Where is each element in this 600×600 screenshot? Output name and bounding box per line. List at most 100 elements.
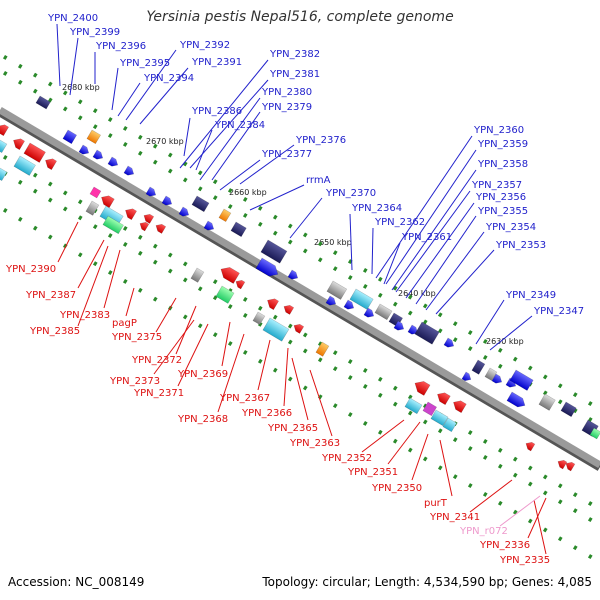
tick-mark: [17, 63, 23, 69]
tick-mark: [287, 239, 293, 245]
tick-mark: [467, 330, 473, 336]
tick-mark: [542, 474, 548, 480]
gene-feature: [293, 323, 305, 334]
tick-mark: [122, 241, 128, 247]
gene-label-ypn-2336: YPN_2336: [479, 540, 530, 551]
leader-line: [375, 135, 473, 279]
tick-mark: [182, 161, 188, 167]
gene-label-ypn-2354: YPN_2354: [485, 222, 536, 233]
tick-mark: [107, 233, 113, 239]
tick-mark: [452, 474, 458, 480]
leader-line: [405, 202, 475, 299]
tick-mark: [242, 312, 248, 318]
tick-mark: [392, 301, 398, 307]
tick-mark: [512, 472, 518, 478]
leader-line: [395, 190, 471, 293]
gene-feature: [155, 223, 167, 234]
gene-block: [262, 317, 290, 342]
gene-block: [484, 367, 498, 382]
tick-mark: [512, 456, 518, 462]
gene-label-ypn-2400: YPN_2400: [47, 13, 98, 24]
tick-mark: [137, 287, 143, 293]
gene-label-ypn-2356: YPN_2356: [475, 192, 526, 203]
gene-arrow: [203, 220, 215, 231]
tick-mark: [557, 383, 563, 389]
gene-arrow: [161, 195, 173, 206]
gene-arrow: [437, 392, 451, 406]
gene-block: [374, 303, 393, 321]
tick-mark: [257, 305, 263, 311]
tick-mark: [302, 232, 308, 238]
backbone-group: [0, 106, 600, 471]
tick-mark: [497, 500, 503, 506]
gene-feature: [123, 165, 135, 176]
tick-mark: [2, 207, 8, 213]
tick-mark: [437, 465, 443, 471]
gene-arrow: [343, 299, 355, 310]
leader-line: [125, 287, 135, 317]
tick-mark: [2, 54, 8, 60]
tick-mark: [347, 275, 353, 281]
gene-block: [35, 95, 51, 110]
gene-arrow: [293, 323, 305, 334]
tick-mark: [62, 206, 68, 212]
gene-label-ypn-2385: YPN_2385: [29, 326, 80, 337]
leader-line: [489, 315, 533, 351]
tick-mark: [2, 70, 8, 76]
gene-feature: [509, 369, 534, 391]
tick-mark: [512, 356, 518, 362]
tick-mark: [47, 181, 53, 187]
tick-mark: [182, 277, 188, 283]
gene-label-purt: purT: [424, 498, 448, 509]
gene-feature: [89, 186, 102, 199]
gene-feature: [393, 320, 405, 331]
gene-label-ypn-2371: YPN_2371: [133, 388, 184, 399]
leader-line: [257, 339, 271, 391]
gene-feature: [374, 303, 393, 321]
tick-mark: [437, 328, 443, 334]
gene-block: [62, 129, 77, 145]
tick-mark: [107, 270, 113, 276]
gene-label-ypn-2390: YPN_2390: [5, 264, 56, 275]
gene-label-ypn-2350: YPN_2350: [371, 483, 422, 494]
leader-line: [56, 23, 61, 87]
tick-mark: [137, 250, 143, 256]
tick-mark: [437, 428, 443, 434]
tick-mark: [347, 375, 353, 381]
gene-block: [86, 129, 101, 145]
gene-label-ypn-2355: YPN_2355: [477, 206, 528, 217]
tick-mark: [257, 358, 263, 364]
gene-label-ypn-2351: YPN_2351: [347, 467, 398, 478]
gene-feature: [407, 324, 419, 335]
tick-mark: [107, 117, 113, 123]
tick-mark: [302, 332, 308, 338]
gene-feature: [161, 195, 173, 206]
tick-mark: [467, 446, 473, 452]
tick-mark: [497, 363, 503, 369]
gene-block: [190, 267, 205, 283]
gene-arrow: [107, 156, 119, 167]
gene-feature: [422, 401, 437, 417]
gene-feature: [283, 304, 295, 315]
gene-label-ypn-2365: YPN_2365: [267, 423, 318, 434]
tick-mark: [182, 177, 188, 183]
tick-mark: [47, 81, 53, 87]
gene-label-ypn-2386: YPN_2386: [191, 106, 242, 117]
tick-mark: [167, 268, 173, 274]
tick-mark: [377, 292, 383, 298]
tick-mark: [572, 408, 578, 414]
leader-line: [371, 227, 374, 275]
leader-line: [289, 197, 323, 239]
gene-arrow: [101, 195, 115, 209]
gene-arrow: [325, 295, 337, 306]
gene-label-pagp: pagP: [112, 318, 137, 329]
kbp-tick-label: 2650 kbp: [314, 238, 352, 247]
gene-label-ypn-2361: YPN_2361: [401, 232, 452, 243]
tick-mark: [422, 319, 428, 325]
gene-feature: [45, 158, 57, 171]
gene-feature: [85, 200, 100, 216]
leader-line: [77, 239, 105, 289]
leader-line: [415, 215, 477, 305]
tick-mark: [152, 259, 158, 265]
gene-feature: [262, 317, 290, 342]
